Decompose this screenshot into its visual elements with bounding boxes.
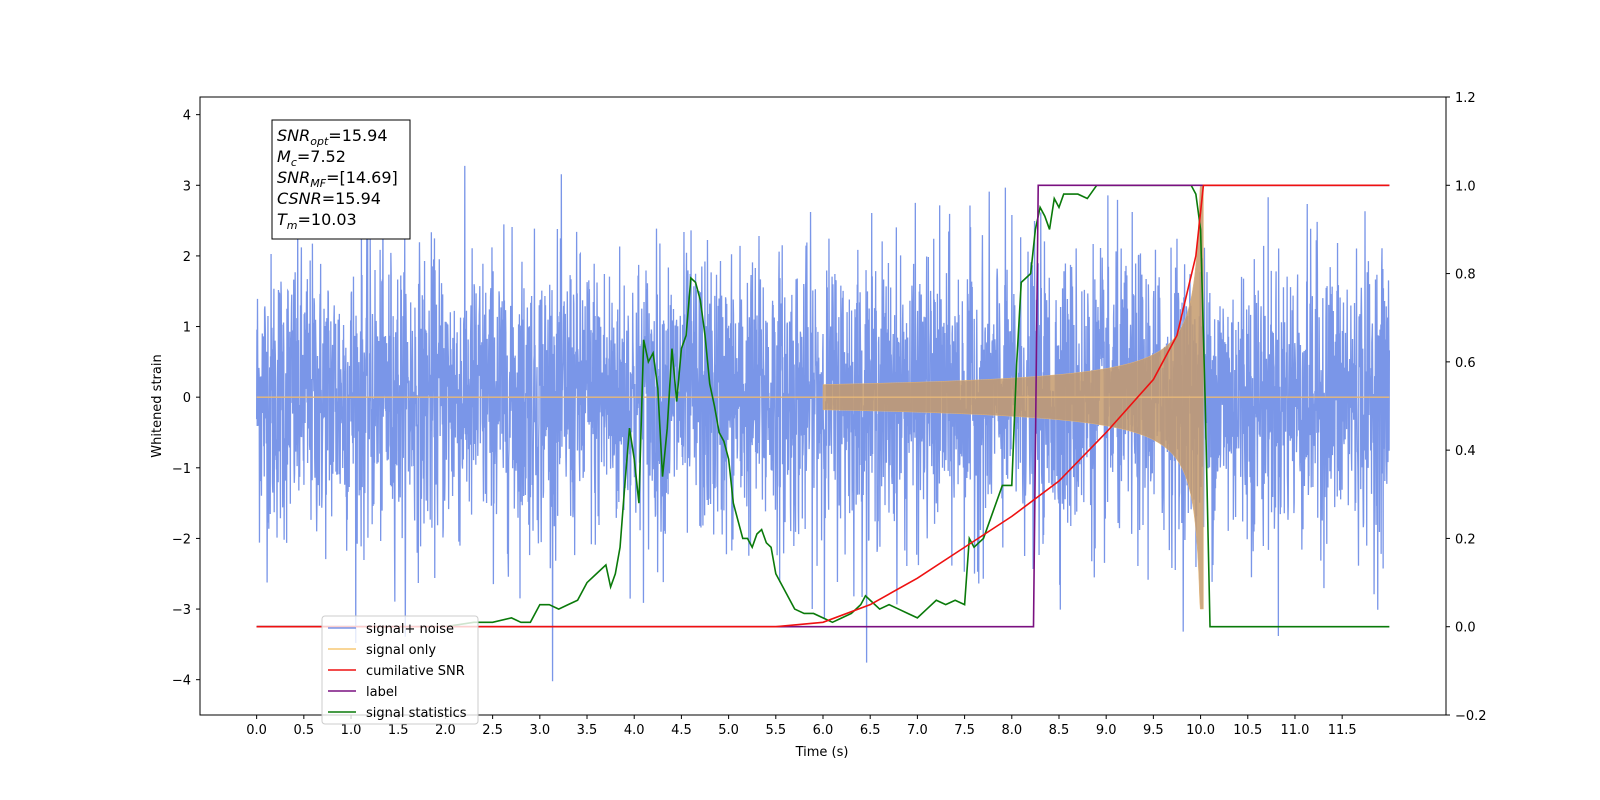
x-tick-label: 1.5 (388, 723, 409, 738)
series-signal-statistics-line (256, 184, 1390, 628)
y-tick-label: −3 (172, 603, 191, 618)
x-tick-label: 11.5 (1328, 723, 1357, 738)
annotation-frame (271, 119, 411, 240)
x-tick-label: 2.5 (482, 723, 503, 738)
annotation-snr-mf: SNRMF=[14.69] (277, 168, 398, 190)
y-axis-left: 4 3 2 1 0 −1 −2 −3 −4 (172, 109, 200, 689)
annotation-box: SNRopt=15.94Mc=7.52SNRMF=[14.69]CSNR=15.… (271, 119, 411, 240)
legend-entry: cumilative SNR (366, 664, 465, 679)
y2-tick-label: 0.4 (1455, 444, 1476, 459)
x-tick-label: 5.0 (718, 723, 739, 738)
x-tick-label: 5.5 (765, 723, 786, 738)
x-tick-label: 7.5 (954, 723, 975, 738)
y2-tick-label: 1.0 (1455, 179, 1476, 194)
x-tick-label: 8.5 (1049, 723, 1070, 738)
series-cumulative-snr-line (256, 184, 1390, 628)
y-tick-label: 0 (183, 391, 191, 406)
x-axis: 0.0 0.5 1.0 1.5 2.0 2.5 3.0 3.5 4.0 4.5 5.0 5.5 6.0 6… (246, 715, 1357, 738)
x-tick-label: 2.0 (435, 723, 456, 738)
y-axis-label: Whitened strain (150, 354, 165, 457)
x-tick-label: 8.0 (1001, 723, 1022, 738)
y-axis-right: 1.2 1.0 0.8 0.6 0.4 0.2 0.0 −0.2 (1446, 91, 1487, 724)
legend-entry: signal only (366, 643, 436, 658)
y-tick-label: −2 (172, 532, 191, 547)
y2-tick-label: 0.6 (1455, 356, 1476, 371)
y-tick-label: −4 (172, 674, 191, 689)
y-tick-label: 1 (183, 321, 191, 336)
y2-tick-label: 1.2 (1455, 91, 1476, 106)
y2-tick-label: 0.0 (1455, 621, 1476, 636)
x-tick-label: 7.0 (907, 723, 928, 738)
x-tick-label: 1.0 (341, 723, 362, 738)
x-tick-label: 9.5 (1143, 723, 1164, 738)
plot-area (255, 165, 1391, 682)
x-tick-label: 10.0 (1186, 723, 1215, 738)
legend-entry: signal+ noise (366, 622, 454, 637)
legend-frame (321, 615, 479, 725)
x-tick-label: 3.5 (577, 723, 598, 738)
y-tick-label: 4 (183, 109, 191, 124)
y-tick-label: 3 (183, 179, 191, 194)
y2-tick-label: 0.2 (1455, 532, 1476, 547)
annotation-snr-opt: SNRopt=15.94 (277, 126, 388, 148)
legend-entry: signal statistics (366, 706, 467, 721)
x-tick-label: 10.5 (1233, 723, 1262, 738)
y2-tick-label: 0.8 (1455, 268, 1476, 283)
x-tick-label: 3.0 (529, 723, 550, 738)
annotation-csnr: CSNR=15.94 (277, 189, 381, 208)
x-tick-label: 0.0 (246, 723, 267, 738)
y-tick-label: 2 (183, 250, 191, 265)
annotation-tm: Tm=10.03 (277, 210, 357, 232)
y-tick-label: −1 (172, 462, 191, 477)
y2-tick-label: −0.2 (1455, 709, 1487, 724)
x-tick-label: 6.5 (860, 723, 881, 738)
annotation-mc: Mc=7.52 (277, 147, 346, 169)
x-tick-label: 4.5 (671, 723, 692, 738)
x-axis-label: Time (s) (795, 745, 849, 760)
x-tick-label: 9.0 (1096, 723, 1117, 738)
x-tick-label: 11.0 (1280, 723, 1309, 738)
legend: signal+ noise signal only cumilative SNR la… (321, 615, 479, 725)
x-tick-label: 6.0 (813, 723, 834, 738)
legend-entry: label (366, 685, 397, 700)
x-tick-label: 4.0 (624, 723, 645, 738)
x-tick-label: 0.5 (293, 723, 314, 738)
